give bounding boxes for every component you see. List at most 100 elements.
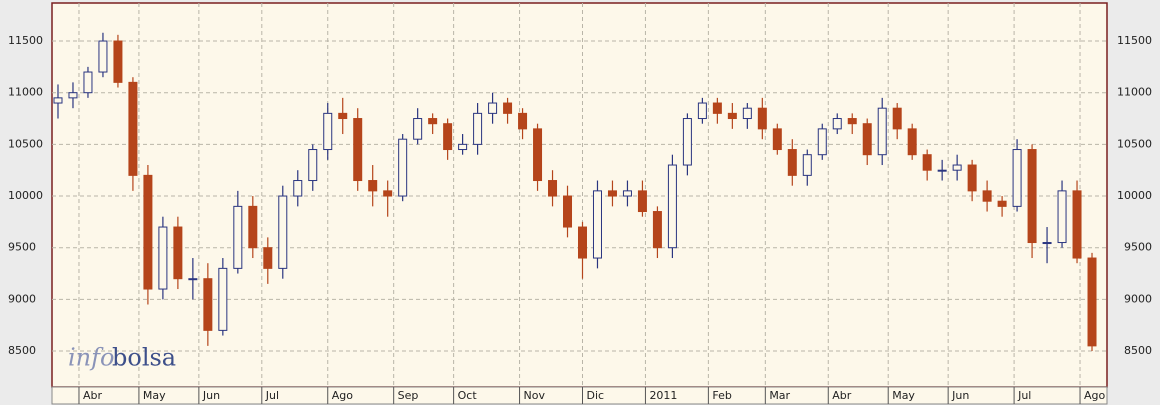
candle-body — [1072, 190, 1082, 259]
x-tick-label: Jul — [265, 389, 279, 402]
candle-body — [937, 169, 947, 172]
candle-body — [503, 102, 513, 114]
candle-body — [997, 200, 1007, 207]
candle-body — [592, 190, 602, 259]
candle-body — [563, 195, 573, 228]
candle-body — [278, 195, 288, 269]
candle-body — [952, 164, 962, 171]
x-tick-label: Jun — [951, 389, 969, 402]
candle-body — [907, 128, 917, 156]
candle-body — [443, 123, 453, 151]
candle-body — [98, 40, 108, 73]
candle-body — [518, 112, 528, 130]
candle-body — [1042, 242, 1052, 245]
candle-body — [293, 180, 303, 197]
candle-body — [727, 112, 737, 120]
x-tick-label: Mar — [769, 389, 790, 402]
x-axis-band — [51, 386, 1108, 405]
candle-body — [248, 205, 258, 249]
candle-body — [218, 267, 228, 331]
x-tick-label: Jul — [1017, 389, 1031, 402]
x-tick-label: Jun — [202, 389, 220, 402]
candle-body — [473, 112, 483, 145]
candle-body — [158, 226, 168, 290]
x-tick-label: 2011 — [649, 389, 677, 402]
logo-info: info — [68, 344, 114, 372]
candle-body — [877, 107, 887, 156]
candle-body — [967, 164, 977, 192]
x-tick-label: May — [143, 389, 166, 402]
y-tick-label: 11000 — [8, 86, 43, 99]
candle-body — [577, 226, 587, 259]
candle-body — [862, 123, 872, 156]
candle-body — [697, 102, 707, 120]
y-tick-label-right: 11000 — [1117, 86, 1152, 99]
candle-body — [802, 154, 812, 176]
x-tick-label: Abr — [83, 389, 103, 402]
candle-body — [922, 154, 932, 171]
candle-body — [188, 278, 198, 281]
candle-body — [263, 247, 273, 269]
logo-bolsa: bolsa — [112, 344, 176, 372]
y-tick-label: 11500 — [8, 34, 43, 47]
x-tick-label: Feb — [712, 389, 731, 402]
x-tick-label: May — [892, 389, 915, 402]
x-tick-label: Nov — [524, 389, 546, 402]
candle-body — [772, 128, 782, 151]
y-tick-label: 10500 — [8, 137, 43, 150]
candle-body — [652, 211, 662, 249]
x-tick-label: Oct — [458, 389, 478, 402]
candle-body — [757, 107, 767, 130]
candle-body — [203, 278, 213, 331]
candle-body — [1057, 190, 1067, 244]
candle-body — [353, 118, 363, 182]
candle-body — [458, 143, 468, 151]
y-tick-label-right: 9000 — [1124, 292, 1152, 305]
y-tick-label-right: 8500 — [1124, 344, 1152, 357]
x-tick-label: Ago — [332, 389, 354, 402]
candle-body — [233, 205, 243, 269]
candle-body — [548, 180, 558, 197]
candle-body — [383, 190, 393, 197]
candle-body — [622, 190, 632, 197]
candle-body — [1027, 149, 1037, 244]
x-tick-label: Abr — [832, 389, 852, 402]
x-tick-label: Dic — [586, 389, 604, 402]
candle-body — [308, 149, 318, 182]
y-tick-label: 8500 — [8, 344, 36, 357]
y-tick-label-right: 11500 — [1117, 34, 1152, 47]
candle-body — [1087, 257, 1097, 347]
candle-body — [68, 92, 78, 99]
candle-body — [413, 118, 423, 140]
y-tick-label: 10000 — [8, 189, 43, 202]
candle-body — [667, 164, 677, 249]
candle-body — [173, 226, 183, 280]
candle-body — [143, 174, 153, 290]
x-tick-label: Ago — [1084, 389, 1106, 402]
candle-body — [817, 128, 827, 156]
candle-body — [712, 102, 722, 114]
candle-body — [832, 118, 842, 130]
candle-body — [787, 149, 797, 176]
y-tick-label-right: 9500 — [1124, 241, 1152, 254]
y-tick-label: 9000 — [8, 292, 36, 305]
candle-body — [682, 118, 692, 166]
candle-body — [83, 71, 93, 94]
candle-body — [637, 190, 647, 213]
candle-body — [982, 190, 992, 202]
candle-body — [323, 112, 333, 151]
candle-body — [488, 102, 498, 114]
x-tick-label: Sep — [398, 389, 419, 402]
candle-body — [607, 190, 617, 197]
candle-body — [533, 128, 543, 182]
y-tick-label-right: 10000 — [1117, 189, 1152, 202]
candle-body — [338, 112, 348, 120]
candle-body — [892, 107, 902, 130]
candle-body — [742, 107, 752, 120]
candle-body — [128, 81, 138, 176]
y-tick-label: 9500 — [8, 241, 36, 254]
plot-area — [51, 2, 1108, 388]
y-tick-label-right: 10500 — [1117, 137, 1152, 150]
candle-body — [847, 118, 857, 125]
candle-body — [113, 40, 123, 83]
